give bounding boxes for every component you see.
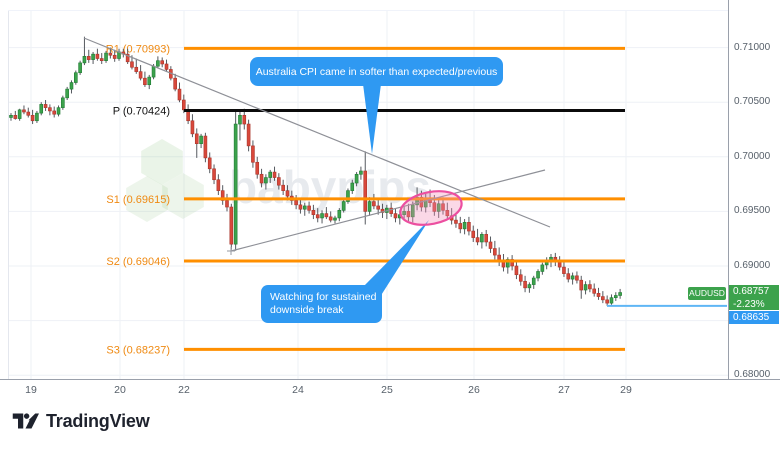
time-axis-separator [0, 379, 780, 380]
y-axis-label: 0.71000 [734, 41, 771, 53]
tradingview-logo-icon [12, 413, 39, 429]
callout-downside-break-pointer [362, 220, 429, 297]
x-axis-label: 20 [114, 384, 126, 396]
highlight-ellipse[interactable] [398, 186, 465, 229]
time-scale[interactable]: 19 20 22 24 25 26 27 29 [0, 380, 780, 400]
x-axis-label: 27 [558, 384, 570, 396]
watermark-hexagon [141, 139, 183, 185]
tradingview-logo-text: TradingView [46, 410, 150, 431]
babypips-watermark: babypips [126, 139, 431, 222]
watermark-hexagon [126, 176, 168, 222]
callout-downside-break[interactable]: Watching for sustained downside break [261, 285, 382, 323]
watermark-hexagon [162, 173, 204, 219]
x-axis-label: 22 [178, 384, 190, 396]
x-axis-label: 24 [292, 384, 304, 396]
y-axis-label: 0.69500 [734, 205, 771, 217]
callout-downside-break-line2: downside break [270, 304, 344, 316]
y-axis-label: 0.70000 [734, 150, 771, 162]
pivot-label-s2: S2 (0.69046) [106, 256, 170, 268]
y-axis-label: 0.69000 [734, 260, 771, 271]
last-price-badge: 0.68757 [729, 285, 779, 298]
x-axis-label: 26 [468, 384, 480, 396]
pane-border-top [8, 10, 728, 11]
pivot-label-s1: S1 (0.69615) [106, 194, 170, 206]
change-percent-badge: -2.23% [729, 298, 779, 310]
y-axis-label: 0.70500 [734, 96, 771, 108]
symbol-badge: AUDUSD [688, 286, 726, 300]
pivot-label-p: P (0.70424) [113, 105, 170, 117]
trendline-descending-resistance[interactable] [83, 37, 551, 228]
y-axis-label: 0.68000 [734, 369, 771, 381]
candlestick-series [9, 36, 622, 306]
pivot-label-r1: R1 (0.70993) [106, 43, 170, 55]
callout-australia-cpi-text: Australia CPI came in softer than expect… [255, 65, 498, 78]
watermark-text: babypips [229, 161, 431, 213]
pane-border-left [8, 10, 9, 379]
x-axis-label: 25 [381, 384, 393, 396]
x-axis-label: 29 [620, 384, 632, 396]
x-axis-label: 19 [25, 384, 37, 396]
tradingview-logo[interactable]: TradingView [12, 407, 150, 435]
alert-price-badge: 0.68635 [729, 310, 779, 324]
callout-australia-cpi-pointer [363, 84, 381, 154]
callout-downside-break-line1: Watching for sustained [270, 291, 377, 303]
pivot-label-s3: S3 (0.68237) [106, 344, 170, 356]
price-axis-separator [728, 0, 729, 379]
trendline-ascending-support[interactable] [230, 169, 546, 252]
callout-australia-cpi[interactable]: Australia CPI came in softer than expect… [250, 57, 503, 86]
